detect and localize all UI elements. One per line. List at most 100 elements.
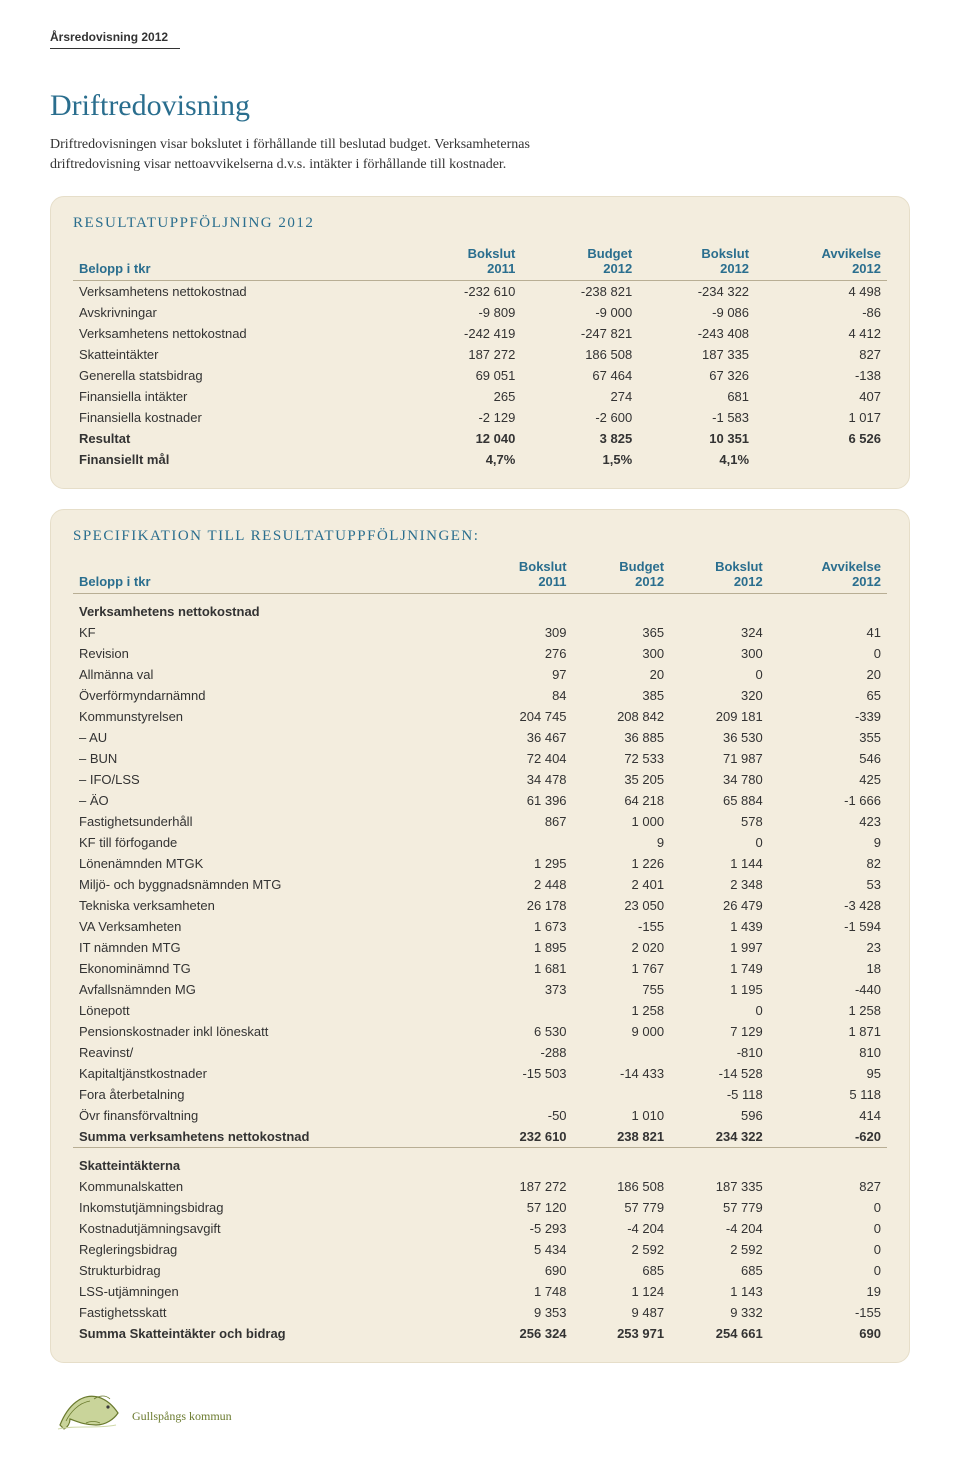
row-value: 97 bbox=[474, 664, 573, 685]
row-value: 320 bbox=[670, 685, 769, 706]
row-value: 681 bbox=[638, 386, 755, 407]
row-value: -9 000 bbox=[521, 302, 638, 323]
row-value: 5 118 bbox=[769, 1084, 887, 1105]
row-value: -2 600 bbox=[521, 407, 638, 428]
row-value: 407 bbox=[755, 386, 887, 407]
row-label: Verksamhetens nettokostnad bbox=[73, 281, 405, 303]
table-row: Regleringsbidrag5 4342 5922 5920 bbox=[73, 1239, 887, 1260]
row-label: Generella statsbidrag bbox=[73, 365, 405, 386]
row-value: 36 467 bbox=[474, 727, 573, 748]
row-label: Avskrivningar bbox=[73, 302, 405, 323]
table-header-row: Belopp i tkr Bokslut2011 Budget2012 Boks… bbox=[73, 242, 887, 281]
row-value: 1 871 bbox=[769, 1021, 887, 1042]
row-label: Fastighetsunderhåll bbox=[73, 811, 474, 832]
row-value: 827 bbox=[755, 344, 887, 365]
row-value: 309 bbox=[474, 622, 573, 643]
table-row: Överförmyndarnämnd8438532065 bbox=[73, 685, 887, 706]
row-value bbox=[573, 1042, 671, 1063]
row-label: Resultat bbox=[73, 428, 405, 449]
table-row: Kapitaltjänstkostnader-15 503-14 433-14 … bbox=[73, 1063, 887, 1084]
row-label: – ÄO bbox=[73, 790, 474, 811]
row-value: 300 bbox=[670, 643, 769, 664]
table-row: Fastighetsunderhåll8671 000578423 bbox=[73, 811, 887, 832]
row-value: 810 bbox=[769, 1042, 887, 1063]
row-value: -234 322 bbox=[638, 281, 755, 303]
row-value: 20 bbox=[573, 664, 671, 685]
row-value: 300 bbox=[573, 643, 671, 664]
row-value: 385 bbox=[573, 685, 671, 706]
table-row: Finansiellt mål4,7%1,5%4,1% bbox=[73, 449, 887, 470]
col-budget2012: Budget2012 bbox=[521, 242, 638, 281]
row-value: 71 987 bbox=[670, 748, 769, 769]
row-value: -1 594 bbox=[769, 916, 887, 937]
row-value: -14 433 bbox=[573, 1063, 671, 1084]
table-header-row: Belopp i tkr Bokslut2011 Budget2012 Boks… bbox=[73, 555, 887, 594]
table-row: LSS-utjämningen1 7481 1241 14319 bbox=[73, 1281, 887, 1302]
row-label: Verksamhetens nettokostnad bbox=[73, 323, 405, 344]
row-label: Kommunalskatten bbox=[73, 1176, 474, 1197]
row-value: -339 bbox=[769, 706, 887, 727]
table-row: Revision2763003000 bbox=[73, 643, 887, 664]
panel2-heading: SPECIFIKATION TILL RESULTATUPPFÖLJNINGEN… bbox=[73, 528, 887, 545]
table-row: Avfallsnämnden MG3737551 195-440 bbox=[73, 979, 887, 1000]
table-row: Finansiella intäkter265274681407 bbox=[73, 386, 887, 407]
footer: Gullspångs kommun bbox=[50, 1393, 910, 1453]
row-value: -288 bbox=[474, 1042, 573, 1063]
row-value: 7 129 bbox=[670, 1021, 769, 1042]
row-value: 72 533 bbox=[573, 748, 671, 769]
row-value: 4,1% bbox=[638, 449, 755, 470]
table-row: Verksamhetens nettokostnad-232 610-238 8… bbox=[73, 281, 887, 303]
row-value: 1 010 bbox=[573, 1105, 671, 1126]
row-value: 276 bbox=[474, 643, 573, 664]
row-value: 34 780 bbox=[670, 769, 769, 790]
row-value: 2 592 bbox=[670, 1239, 769, 1260]
col-avvikelse2012: Avvikelse2012 bbox=[755, 242, 887, 281]
table-row: Övr finansförvaltning-501 010596414 bbox=[73, 1105, 887, 1126]
col-label: Belopp i tkr bbox=[73, 555, 474, 594]
footer-text: Gullspångs kommun bbox=[132, 1409, 232, 1424]
row-value: 867 bbox=[474, 811, 573, 832]
row-value: 65 bbox=[769, 685, 887, 706]
row-value: -14 528 bbox=[670, 1063, 769, 1084]
row-value: 186 508 bbox=[573, 1176, 671, 1197]
row-value: 1 997 bbox=[670, 937, 769, 958]
row-value: -440 bbox=[769, 979, 887, 1000]
row-value: 1 748 bbox=[474, 1281, 573, 1302]
row-value: 9 487 bbox=[573, 1302, 671, 1323]
row-value: -232 610 bbox=[405, 281, 522, 303]
row-value: 1 000 bbox=[573, 811, 671, 832]
row-value: -247 821 bbox=[521, 323, 638, 344]
section-label: Verksamhetens nettokostnad bbox=[73, 594, 887, 623]
row-value: 95 bbox=[769, 1063, 887, 1084]
table-row: VA Verksamheten1 673-1551 439-1 594 bbox=[73, 916, 887, 937]
row-label: Pensionskostnader inkl löneskatt bbox=[73, 1021, 474, 1042]
document-header: Årsredovisning 2012 bbox=[50, 30, 180, 49]
row-label: Regleringsbidrag bbox=[73, 1239, 474, 1260]
row-value: 254 661 bbox=[670, 1323, 769, 1344]
row-value: 57 120 bbox=[474, 1197, 573, 1218]
row-value: 2 401 bbox=[573, 874, 671, 895]
row-value: 23 bbox=[769, 937, 887, 958]
row-value: 53 bbox=[769, 874, 887, 895]
row-value: -3 428 bbox=[769, 895, 887, 916]
row-label: Avfallsnämnden MG bbox=[73, 979, 474, 1000]
row-label: Reavinst/ bbox=[73, 1042, 474, 1063]
row-label: Inkomstutjämningsbidrag bbox=[73, 1197, 474, 1218]
row-value: 18 bbox=[769, 958, 887, 979]
col-bokslut2011: Bokslut2011 bbox=[405, 242, 522, 281]
row-value: 5 434 bbox=[474, 1239, 573, 1260]
col-bokslut2012: Bokslut2012 bbox=[638, 242, 755, 281]
row-label: Kommunstyrelsen bbox=[73, 706, 474, 727]
table-row: Lönenämnden MTGK1 2951 2261 14482 bbox=[73, 853, 887, 874]
table-row: Fora återbetalning-5 1185 118 bbox=[73, 1084, 887, 1105]
col-avvikelse2012: Avvikelse2012 bbox=[769, 555, 887, 594]
table-row: Lönepott1 25801 258 bbox=[73, 1000, 887, 1021]
row-value: 0 bbox=[769, 1218, 887, 1239]
row-value: 36 885 bbox=[573, 727, 671, 748]
row-value: 6 526 bbox=[755, 428, 887, 449]
row-label: Miljö- och byggnadsnämnden MTG bbox=[73, 874, 474, 895]
table-row: – AU36 46736 88536 530355 bbox=[73, 727, 887, 748]
row-label: Finansiella intäkter bbox=[73, 386, 405, 407]
row-value: -4 204 bbox=[573, 1218, 671, 1239]
row-value: 0 bbox=[670, 1000, 769, 1021]
